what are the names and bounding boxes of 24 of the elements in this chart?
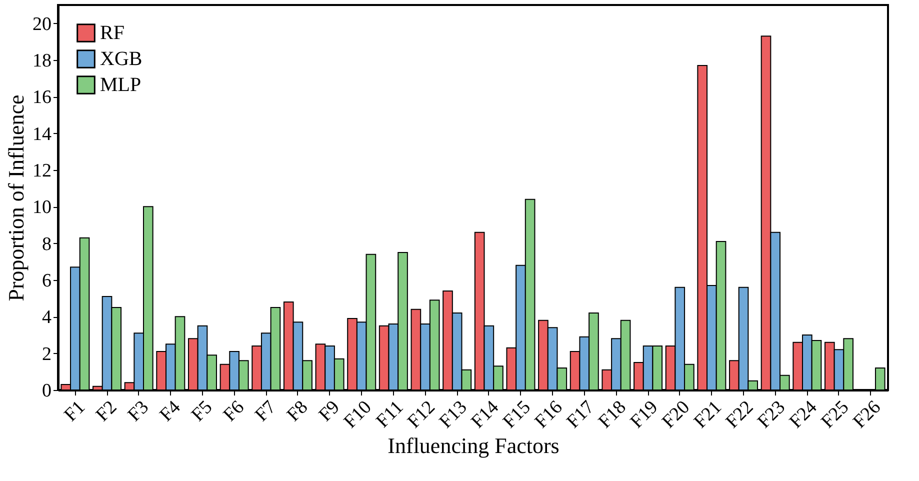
y-tick-label: 4 (42, 307, 52, 328)
y-tick-label: 20 (32, 14, 52, 35)
x-axis-title: Influencing Factors (388, 432, 560, 458)
y-tick-label: 14 (32, 124, 52, 145)
x-tick-label: F4 (156, 396, 186, 426)
x-tick-label: F6 (219, 396, 248, 426)
y-tick-label: 6 (42, 270, 52, 292)
x-tick-label: F1 (60, 396, 90, 426)
y-tick-label: 10 (32, 197, 52, 218)
y-tick-label: 12 (32, 160, 52, 182)
y-axis-title: Proportion of Influence (4, 94, 28, 302)
legend-label: XGB (100, 48, 142, 70)
y-tick-label: 2 (42, 344, 52, 365)
legend-label: MLP (100, 74, 142, 96)
y-tick-label: 16 (32, 87, 52, 108)
x-tick-label: F8 (283, 396, 312, 426)
y-tick-label: 0 (42, 380, 52, 402)
x-tick-label: F7 (251, 396, 280, 426)
x-tick-label: F3 (124, 396, 153, 426)
x-tick-label: F2 (92, 396, 122, 426)
y-tick-label: 8 (42, 234, 52, 255)
y-tick-label: 18 (32, 50, 52, 72)
legend-label: RF (100, 22, 124, 44)
x-tick-label: F5 (188, 396, 217, 426)
